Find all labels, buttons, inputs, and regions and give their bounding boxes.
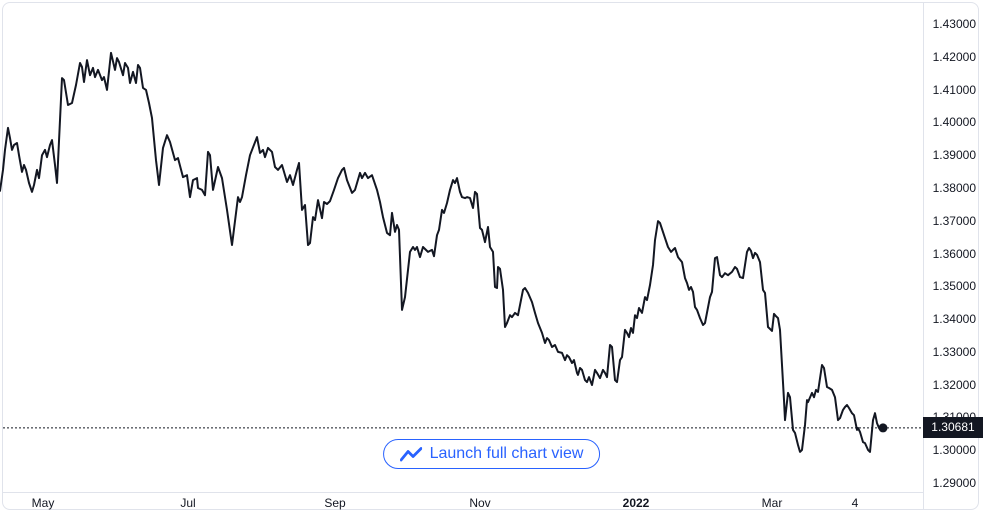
price-axis-label: 1.29000 [932,476,976,490]
time-axis-label: May [31,496,55,510]
price-axis-label: 1.38000 [932,181,976,195]
time-axis-label: Jul [180,496,196,510]
price-axis-label: 1.40000 [932,115,976,129]
price-axis-label: 1.35000 [932,279,976,293]
price-axis-label: 1.30000 [932,443,976,457]
launch-full-chart-label: Launch full chart view [429,445,584,462]
price-axis-label: 1.34000 [932,312,976,326]
price-axis-separator [923,2,924,510]
launch-full-chart-button[interactable]: Launch full chart view [382,439,601,469]
last-price-badge: 1.30681 [923,417,983,438]
price-axis-label: 1.32000 [932,378,976,392]
time-axis-label: Nov [469,496,491,510]
price-line [0,51,884,453]
time-axis-label: 4 [851,496,859,510]
price-axis-label: 1.37000 [932,214,976,228]
price-axis-label: 1.41000 [932,83,976,97]
time-axis-label: Mar [761,496,783,510]
time-axis-separator [3,492,923,493]
line-chart-icon [399,446,422,461]
time-axis-label: Sep [324,496,346,510]
price-axis-label: 1.39000 [932,148,976,162]
last-price-dot [878,423,888,433]
price-axis-label: 1.33000 [932,345,976,359]
price-axis-label: 1.42000 [932,50,976,64]
time-axis-label: 2022 [622,496,650,510]
chart-widget-card [2,2,979,510]
price-axis-label: 1.43000 [932,17,976,31]
price-axis-label: 1.36000 [932,247,976,261]
